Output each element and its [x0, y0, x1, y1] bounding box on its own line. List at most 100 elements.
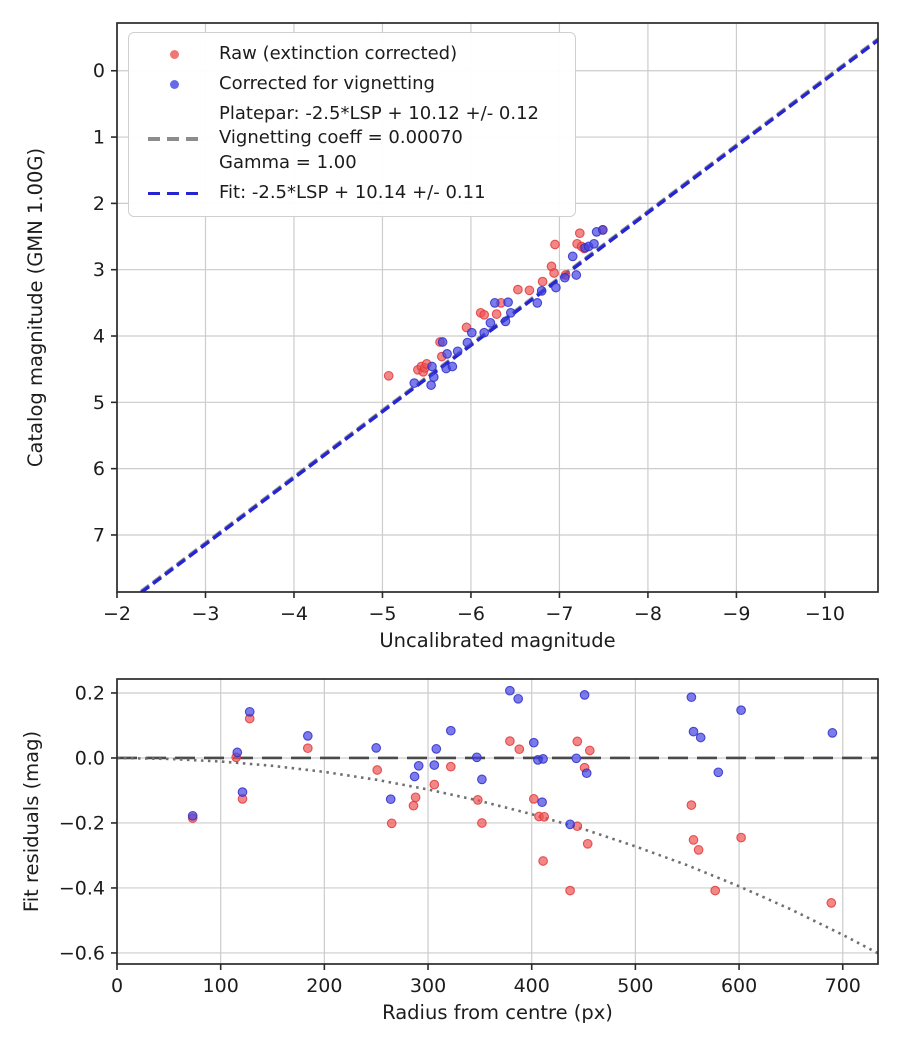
- data-point: [551, 282, 561, 293]
- y-tick-label: 7: [93, 524, 105, 546]
- y-tick-label: 4: [93, 326, 105, 348]
- axes-spines: [116, 678, 879, 965]
- data-point: [471, 752, 482, 763]
- data-point: [688, 726, 699, 737]
- gray-dashed-line-icon: [148, 137, 200, 141]
- data-point: [513, 693, 524, 704]
- y-tick-label: −0.4: [59, 877, 105, 899]
- x-tick-label: 700: [825, 975, 861, 997]
- data-point: [695, 732, 706, 743]
- data-point: [505, 307, 516, 318]
- data-point: [559, 272, 570, 283]
- data-point: [549, 268, 559, 278]
- data-point: [477, 818, 487, 828]
- ticks: −2 −3 −4 −5 −6 −7 −8 −9 −10 0 1 2 3 4 5 6 7: [93, 60, 845, 625]
- x-tick-label: 200: [306, 975, 342, 997]
- data-point: [462, 337, 473, 348]
- x-tick-label: −9: [722, 603, 750, 625]
- data-point: [472, 795, 483, 805]
- x-tick-label: 500: [617, 975, 653, 997]
- x-axis-label: Radius from centre (px): [382, 1001, 613, 1024]
- data-point: [429, 760, 440, 770]
- data-point: [574, 228, 585, 239]
- legend-label-platepar: Platepar: -2.5*LSP + 10.12 +/- 0.12 Vign…: [219, 102, 539, 174]
- data-point: [302, 731, 313, 741]
- data-point: [538, 856, 548, 866]
- axes-spines: [116, 22, 879, 593]
- fit-line: [138, 38, 878, 592]
- data-point: [565, 885, 575, 896]
- x-tick-label: 300: [410, 975, 446, 997]
- data-point: [426, 380, 436, 390]
- grid: [116, 679, 878, 964]
- ticks: 0 100 200 300 400 500 600 700 0.2 0.0 −0.2 −0.4 −0.6: [59, 682, 861, 997]
- data-point: [582, 838, 593, 849]
- data-point: [537, 797, 547, 808]
- data-point: [383, 370, 394, 381]
- data-point: [503, 297, 513, 308]
- data-point: [550, 239, 560, 250]
- data-point: [505, 736, 515, 746]
- data-point: [237, 787, 248, 797]
- data-point: [447, 361, 458, 372]
- data-point: [572, 736, 583, 747]
- data-point: [571, 753, 582, 764]
- data-point: [386, 818, 397, 829]
- data-point: [513, 284, 523, 295]
- y-axis-label: Catalog magnitude (GMN 1.00G): [24, 148, 47, 467]
- data-point: [372, 765, 383, 775]
- data-point: [565, 819, 575, 830]
- data-point: [445, 761, 456, 772]
- legend-entry-fit: Fit: -2.5*LSP + 10.14 +/- 0.11: [143, 181, 561, 206]
- legend-label-vignetting: Corrected for vignetting: [219, 72, 435, 94]
- data-point: [187, 810, 198, 821]
- data-point: [489, 298, 500, 308]
- x-axis-label: Uncalibrated magnitude: [379, 629, 615, 652]
- y-tick-label: 2: [93, 193, 105, 215]
- data-point: [491, 309, 502, 319]
- data-point: [736, 705, 746, 716]
- data-point: [429, 779, 440, 790]
- data-point: [244, 706, 255, 717]
- legend-entry-vignetting: Corrected for vignetting: [143, 72, 561, 97]
- y-tick-label: −0.6: [59, 942, 105, 964]
- data-point: [710, 885, 721, 896]
- data-point: [505, 685, 515, 696]
- legend-entry-raw: Raw (extinction corrected): [143, 42, 561, 67]
- x-tick-label: −10: [805, 603, 845, 625]
- bottom-chart: 0 100 200 300 400 500 600 700 0.2 0.0 −0.2 −0.4 −0.6…: [20, 678, 879, 1024]
- x-tick-label: 400: [514, 975, 550, 997]
- data-point: [479, 309, 490, 320]
- data-point: [826, 898, 837, 908]
- data-point: [827, 728, 838, 738]
- data-point: [477, 774, 487, 785]
- y-tick-label: 0: [93, 60, 105, 82]
- data-point: [597, 225, 608, 235]
- data-point: [514, 744, 525, 755]
- x-tick-label: −5: [368, 603, 396, 625]
- y-tick-label: 3: [93, 259, 105, 281]
- x-tick-label: −8: [634, 603, 662, 625]
- data-point: [302, 743, 313, 754]
- vignetting-points: [409, 225, 608, 390]
- legend: Raw (extinction corrected) Corrected for…: [128, 32, 576, 217]
- blue-dot-icon: [169, 79, 179, 89]
- y-tick-label: 0.2: [75, 682, 105, 704]
- data-point: [428, 372, 439, 382]
- data-point: [500, 316, 511, 327]
- x-tick-label: 600: [721, 975, 757, 997]
- data-point: [408, 800, 419, 811]
- x-tick-label: −3: [191, 603, 219, 625]
- data-point: [409, 378, 420, 388]
- y-axis-label: Fit residuals (mag): [20, 731, 43, 912]
- raw-residuals: [187, 713, 837, 908]
- data-point: [571, 270, 582, 280]
- legend-label-raw: Raw (extinction corrected): [219, 43, 458, 64]
- data-point: [538, 754, 548, 764]
- data-point: [466, 327, 477, 338]
- data-point: [539, 811, 550, 822]
- data-point: [479, 327, 490, 338]
- data-point: [431, 744, 442, 754]
